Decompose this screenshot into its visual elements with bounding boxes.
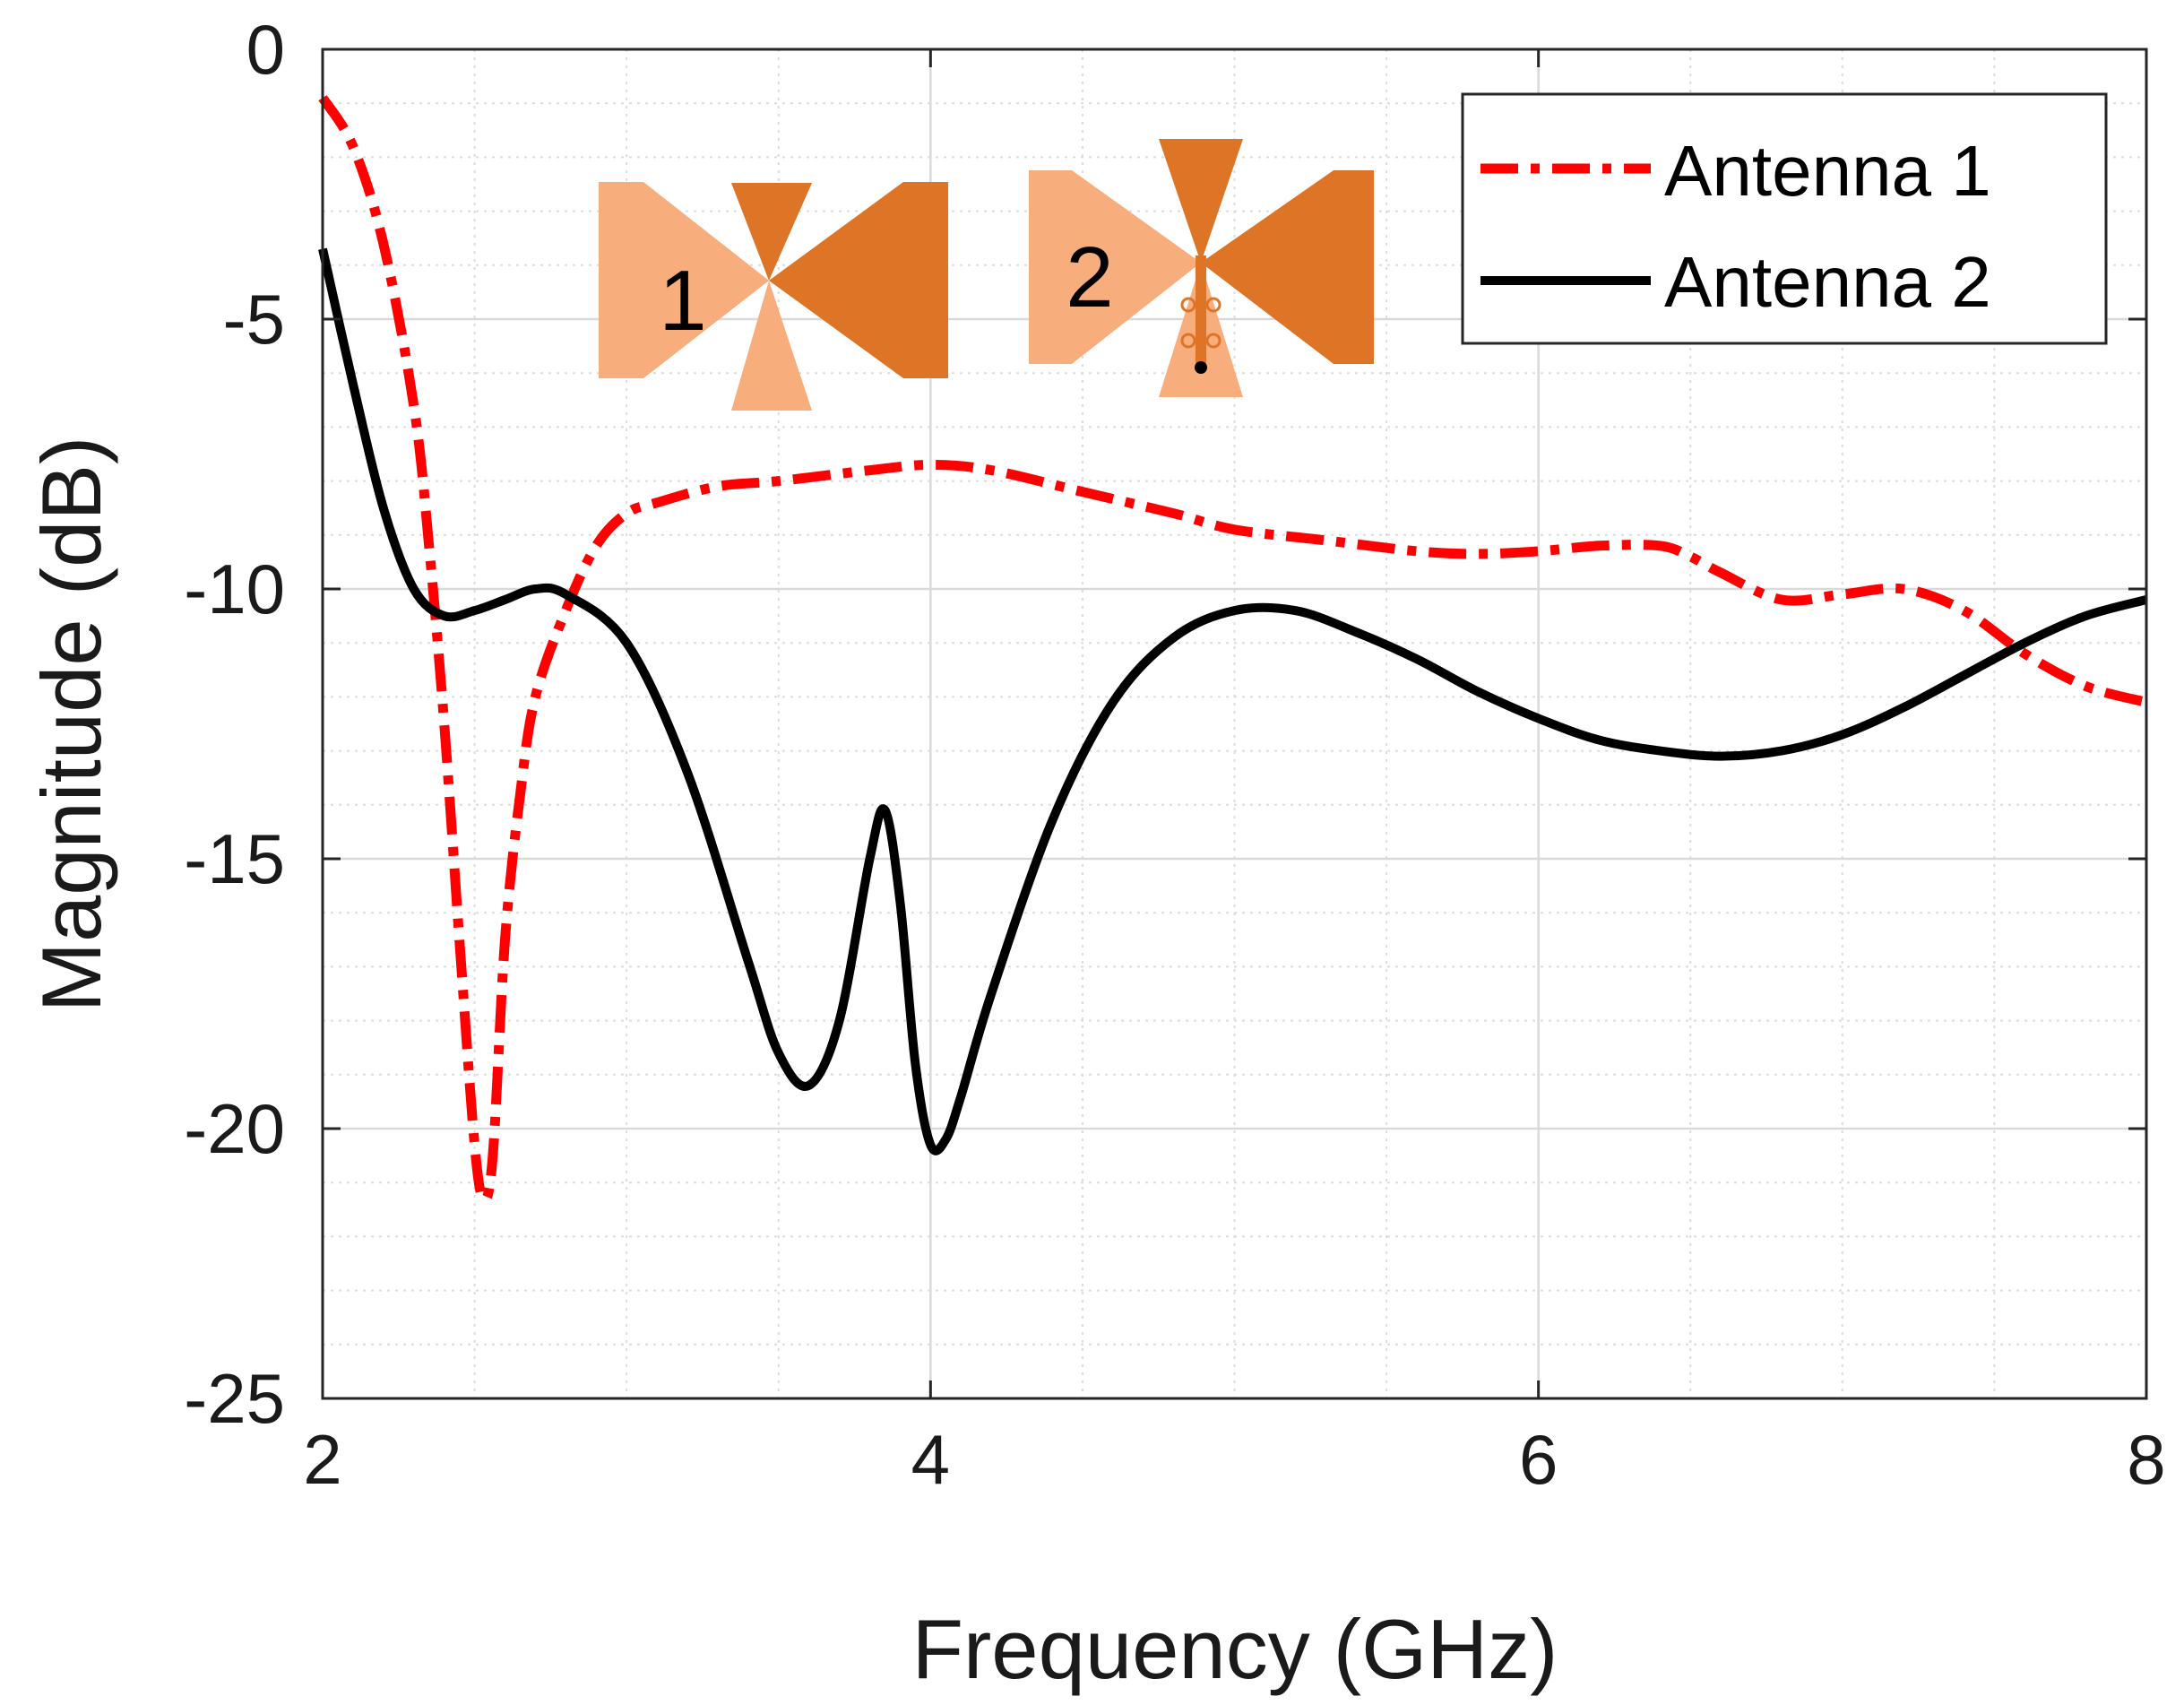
antenna-2-left-wing <box>1029 170 1201 364</box>
antenna-1-right-wing <box>769 182 948 378</box>
antenna-2-feed-line <box>1196 255 1206 368</box>
antenna-1-left-wing <box>599 182 769 378</box>
series-group <box>318 95 2148 1205</box>
y-tick-label: -25 <box>184 1359 285 1438</box>
legend-label-antenna-1: Antenna 1 <box>1664 131 1991 211</box>
antenna-1-bottom-arm <box>731 281 812 411</box>
antenna-2-feed-ring-lower <box>1180 333 1196 349</box>
y-axis-label: Magnitude (dB) <box>24 437 118 1013</box>
antenna-2-feed-point <box>1195 361 1207 374</box>
antenna-2-feed-ring-lower-right <box>1205 333 1221 349</box>
ticks-group: 2 4 6 8 0 -5 -10 -15 -20 -25 <box>184 10 2165 1499</box>
legend-box <box>1461 92 2108 345</box>
antenna-2-top-arm <box>1159 139 1243 263</box>
legend-label-antenna-2: Antenna 2 <box>1664 242 1991 322</box>
antenna-inset-illustration: 1 2 <box>599 139 1374 411</box>
x-tick-label: 4 <box>911 1420 950 1499</box>
x-tick-label: 6 <box>1519 1420 1558 1499</box>
antenna-1-number: 1 <box>659 253 706 349</box>
antenna-1-top-arm <box>731 183 812 281</box>
y-tick-label: 0 <box>246 10 285 89</box>
antenna-1-drawing: 1 <box>599 182 948 411</box>
x-tick-label: 8 <box>2127 1420 2165 1499</box>
y-tick-label: -5 <box>223 280 285 359</box>
axes-box <box>321 48 2148 1400</box>
y-tick-label: -20 <box>184 1089 285 1168</box>
y-tick-label: -15 <box>184 819 285 898</box>
series-line-antenna-2 <box>318 247 2148 1155</box>
antenna-2-feed-ring-upper-right <box>1205 297 1221 313</box>
antenna-2-number: 2 <box>1066 229 1113 325</box>
antenna-2-feed-ring-upper <box>1180 297 1196 313</box>
antenna-2-right-wing <box>1201 170 1374 364</box>
x-axis-label: Frequency (GHz) <box>912 1602 1558 1696</box>
y-tick-label: -10 <box>184 550 285 628</box>
legend: Antenna 1 Antenna 2 <box>1461 92 2108 345</box>
antenna-2-drawing: 2 <box>1029 139 1374 397</box>
x-tick-label: 2 <box>303 1420 341 1499</box>
series-line-antenna-1 <box>318 95 2148 1205</box>
